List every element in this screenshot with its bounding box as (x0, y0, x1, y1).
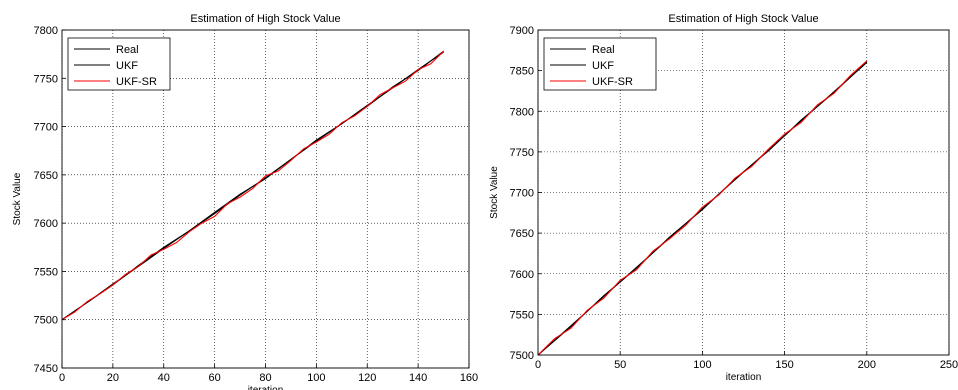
y-tick-label: 7850 (510, 66, 534, 78)
y-tick-label: 7550 (34, 266, 58, 278)
legend-label: Real (116, 44, 139, 56)
chart-title: Estimation of High Stock Value (668, 13, 818, 25)
x-tick-label: 200 (858, 359, 876, 371)
legend-label: UKF (592, 60, 614, 72)
x-tick-label: 140 (409, 372, 427, 384)
chart-right: 0 50 100 150 200 250 7500 7550 7600 7650 7700 7750 7… (489, 13, 958, 383)
x-tick-label: 0 (535, 359, 541, 371)
x-tick-label: 100 (307, 372, 325, 384)
x-tick-label: 50 (614, 359, 626, 371)
y-tick-label: 7750 (510, 147, 534, 159)
legend-label: UKF-SR (592, 76, 633, 88)
series-line-ukf (61, 50, 444, 321)
legend-label: UKF-SR (116, 76, 157, 88)
x-axis-label: iteration (726, 372, 762, 383)
series-line-ukf-sr (537, 60, 868, 356)
x-tick-label: 60 (209, 372, 221, 384)
legend: Real UKF UKF-SR (67, 37, 171, 91)
y-tick-label: 7700 (34, 122, 58, 134)
x-tick-label: 100 (693, 359, 711, 371)
x-tick-label: 0 (59, 372, 65, 384)
y-tick-label: 7650 (34, 170, 58, 182)
x-axis-label: iteration (248, 385, 284, 390)
series-line-ukf-sr (61, 50, 444, 321)
y-tick-label: 7550 (510, 309, 534, 321)
y-tick-label: 7650 (510, 228, 534, 240)
y-tick-label: 7800 (34, 25, 58, 37)
y-tick-label: 7700 (510, 188, 534, 200)
x-tick-label: 120 (358, 372, 376, 384)
legend-label: Real (592, 44, 615, 56)
y-tick-label: 7600 (34, 218, 58, 230)
legend: Real UKF UKF-SR (543, 37, 657, 91)
y-tick-label: 7600 (510, 269, 534, 281)
x-tick-label: 20 (107, 372, 119, 384)
x-tick-label: 160 (460, 372, 478, 384)
x-tick-label: 250 (940, 359, 958, 371)
y-tick-label: 7500 (34, 315, 58, 327)
y-axis-label: Stock Value (12, 172, 23, 225)
y-tick-label: 7900 (510, 25, 534, 37)
y-tick-label: 7750 (34, 73, 58, 85)
x-tick-label: 150 (775, 359, 793, 371)
y-tick-label: 7500 (510, 350, 534, 362)
x-tick-label: 80 (259, 372, 271, 384)
legend-label: UKF (116, 60, 138, 72)
y-tick-label: 7800 (510, 106, 534, 118)
chart-left: 0 20 40 60 80 100 120 140 160 7450 7500 7550 7600 765… (12, 13, 478, 390)
x-tick-label: 40 (158, 372, 170, 384)
chart-title: Estimation of High Stock Value (190, 13, 340, 25)
y-axis-label: Stock Value (489, 166, 500, 219)
y-tick-label: 7450 (34, 363, 58, 375)
